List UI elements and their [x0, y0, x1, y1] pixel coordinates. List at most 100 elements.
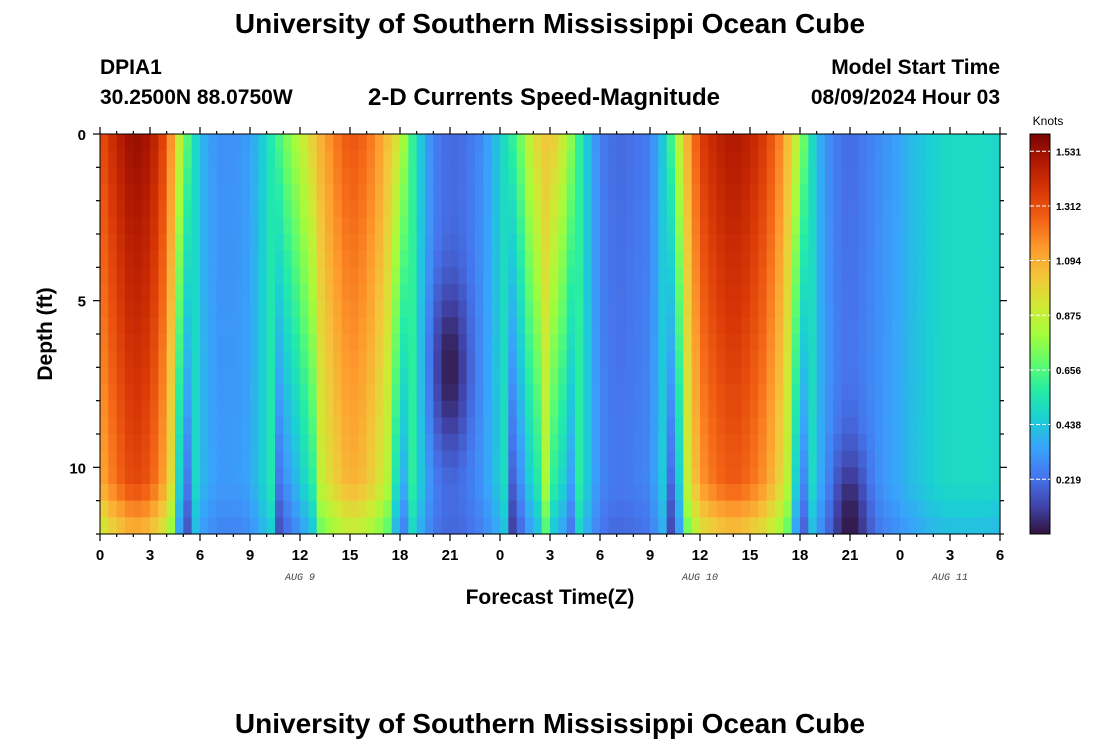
- heatmap-cell: [141, 517, 151, 535]
- heatmap-cell: [750, 284, 759, 302]
- heatmap-cell: [116, 300, 126, 318]
- heatmap-cell: [316, 434, 326, 452]
- heatmap-cell: [700, 367, 709, 385]
- heatmap-cell: [833, 167, 843, 185]
- heatmap-cell: [575, 317, 584, 335]
- heatmap-cell: [150, 417, 159, 435]
- heatmap-cell: [758, 200, 768, 218]
- heatmap-cell: [925, 300, 934, 318]
- heatmap-cell: [325, 150, 334, 168]
- heatmap-cell: [258, 500, 268, 518]
- heatmap-cell: [550, 367, 559, 385]
- heatmap-cell: [516, 517, 526, 535]
- heatmap-cell: [708, 517, 718, 535]
- heatmap-cell: [208, 367, 218, 385]
- heatmap-cell: [325, 217, 334, 235]
- heatmap-cell: [108, 234, 118, 252]
- heatmap-cell: [958, 484, 968, 502]
- heatmap-cell: [600, 234, 609, 252]
- heatmap-cell: [933, 367, 943, 385]
- heatmap-cell: [575, 250, 584, 268]
- heatmap-cell: [933, 200, 943, 218]
- heatmap-cell: [883, 317, 893, 335]
- heatmap-cell: [741, 367, 751, 385]
- heatmap-cell: [350, 284, 359, 302]
- heatmap-cell: [633, 484, 643, 502]
- heatmap-cell: [641, 284, 651, 302]
- heatmap-cell: [400, 317, 409, 335]
- heatmap-cell: [241, 467, 251, 485]
- heatmap-cell: [708, 150, 718, 168]
- heatmap-cell: [433, 384, 443, 402]
- heatmap-cell: [383, 134, 393, 152]
- heatmap-cell: [433, 250, 443, 268]
- heatmap-cell: [116, 317, 126, 335]
- heatmap-cell: [950, 234, 959, 252]
- heatmap-cell: [358, 184, 368, 202]
- heatmap-cell: [566, 200, 576, 218]
- heatmap-cell: [558, 150, 568, 168]
- heatmap-cell: [883, 250, 893, 268]
- heatmap-cell: [508, 217, 518, 235]
- heatmap-cell: [766, 334, 776, 352]
- heatmap-cell: [600, 517, 609, 535]
- heatmap-cell: [991, 450, 1001, 468]
- heatmap-cell: [675, 500, 684, 518]
- heatmap-cell: [708, 134, 718, 152]
- heatmap-cell: [208, 517, 218, 535]
- heatmap-cell: [116, 500, 126, 518]
- heatmap-cell: [791, 167, 801, 185]
- heatmap-cell: [158, 200, 168, 218]
- heatmap-cell: [991, 200, 1001, 218]
- heatmap-cell: [150, 234, 159, 252]
- heatmap-cell: [841, 334, 851, 352]
- heatmap-cell: [108, 267, 118, 285]
- heatmap-cell: [475, 167, 484, 185]
- heatmap-cell: [258, 267, 268, 285]
- heatmap-cell: [766, 517, 776, 535]
- heatmap-cell: [375, 417, 384, 435]
- heatmap-cell: [483, 200, 493, 218]
- heatmap-cell: [200, 167, 209, 185]
- heatmap-cell: [783, 500, 793, 518]
- heatmap-cell: [416, 400, 426, 418]
- heatmap-cell: [841, 217, 851, 235]
- heatmap-cell: [400, 217, 409, 235]
- heatmap-cell: [158, 450, 168, 468]
- heatmap-cell: [991, 400, 1001, 418]
- heatmap-cell: [550, 184, 559, 202]
- heatmap-cell: [625, 217, 634, 235]
- heatmap-cell: [283, 134, 293, 152]
- heatmap-cell: [791, 500, 801, 518]
- heatmap-cell: [366, 417, 376, 435]
- heatmap-cell: [866, 284, 876, 302]
- heatmap-cell: [508, 467, 518, 485]
- heatmap-cell: [583, 167, 593, 185]
- heatmap-cell: [966, 217, 976, 235]
- heatmap-cell: [533, 167, 543, 185]
- heatmap-cell: [766, 150, 776, 168]
- heatmap-cell: [741, 217, 751, 235]
- heatmap-cell: [408, 334, 418, 352]
- heatmap-cell: [125, 400, 134, 418]
- heatmap-cell: [816, 450, 826, 468]
- heatmap-cell: [233, 434, 243, 452]
- heatmap-cell: [566, 384, 576, 402]
- heatmap-cell: [916, 434, 926, 452]
- heatmap-cell: [225, 184, 234, 202]
- heatmap-cell: [875, 200, 884, 218]
- heatmap-cell: [391, 434, 401, 452]
- heatmap-cell: [425, 400, 434, 418]
- heatmap-cell: [225, 284, 234, 302]
- heatmap-cell: [183, 267, 193, 285]
- heatmap-cell: [450, 500, 459, 518]
- heatmap-cell: [850, 517, 859, 535]
- heatmap-cell: [341, 450, 351, 468]
- heatmap-cell: [125, 184, 134, 202]
- heatmap-cell: [900, 517, 909, 535]
- heatmap-cell: [816, 200, 826, 218]
- heatmap-cell: [158, 134, 168, 152]
- heatmap-cell: [416, 450, 426, 468]
- heatmap-cell: [575, 284, 584, 302]
- heatmap-cell: [375, 517, 384, 535]
